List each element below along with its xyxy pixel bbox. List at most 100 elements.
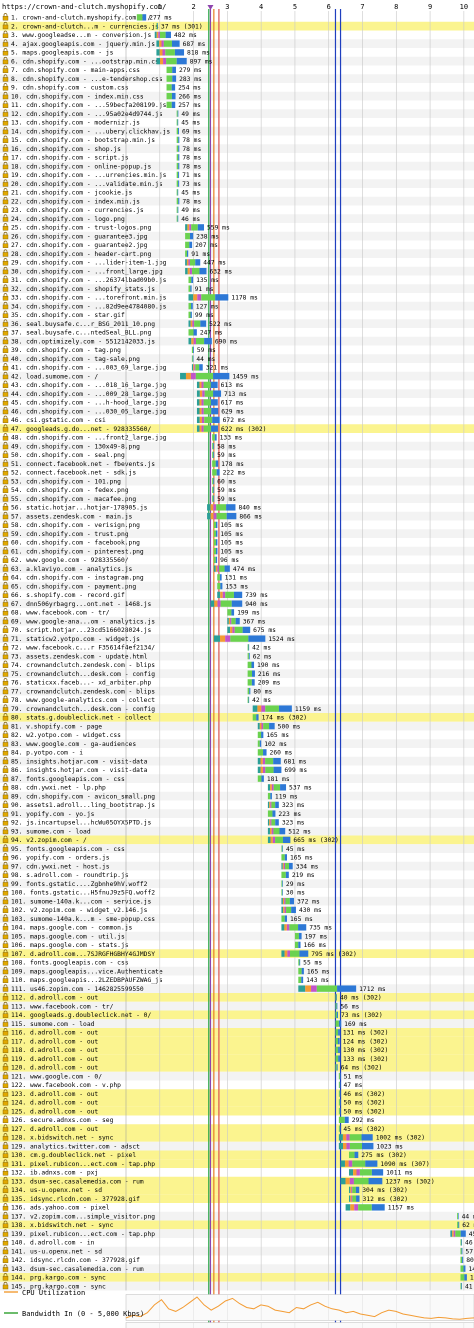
bar-time-label: 482 ms [174, 32, 197, 39]
dns-segment [345, 1204, 351, 1211]
lock-icon [2, 1203, 9, 1211]
lock-body [2, 1179, 9, 1185]
lock-icon [2, 520, 9, 528]
request-bar [191, 355, 194, 362]
dns-segment [257, 757, 261, 765]
lock-body [2, 1039, 9, 1045]
ssl-segment [213, 512, 217, 520]
request-label: 49. cdn.shopify.com - 130x49-8.png [11, 443, 140, 450]
bar-time-label: 372 ms [297, 898, 320, 905]
table-row [0, 1273, 474, 1282]
dns-segment [338, 1134, 343, 1141]
lock-icon [2, 214, 9, 222]
bar-time-label: 80 ms [253, 688, 272, 695]
wait-segment [257, 731, 262, 739]
request-label: 123. d.adroll.com - out [11, 1091, 98, 1098]
connect-segment [269, 801, 271, 809]
request-bar [156, 57, 187, 65]
bar-time-label: 44 ms [196, 356, 215, 363]
download-segment [251, 679, 255, 686]
lock-icon [2, 188, 9, 196]
download-segment [273, 757, 281, 765]
lock-icon [2, 293, 9, 301]
lock-body [2, 1188, 9, 1193]
lock-shackle [3, 1159, 8, 1163]
lock-body [2, 1013, 9, 1018]
bar-time-label: 96 ms [220, 557, 239, 564]
lock-shackle [3, 1115, 8, 1119]
bar-time-label: 323 ms [282, 802, 305, 809]
lock-icon [2, 1211, 9, 1220]
wait-segment [176, 127, 179, 135]
first-paint-marker [207, 5, 214, 10]
download-segment [339, 1099, 341, 1106]
lock-shackle [3, 468, 8, 472]
bar-time-label: 73 ms [182, 181, 201, 188]
wait-segment [273, 784, 281, 791]
request-bar [340, 1177, 383, 1185]
request-bar [460, 1265, 466, 1272]
lock-shackle [3, 144, 8, 148]
lock-icon [2, 1106, 9, 1115]
download-segment [356, 1195, 360, 1202]
connect-segment [199, 390, 203, 397]
connect-segment [342, 1134, 347, 1141]
lock-body [2, 1162, 9, 1167]
wait-segment [136, 14, 143, 21]
lock-shackle [3, 83, 8, 87]
table-row [0, 319, 474, 328]
request-bar [257, 775, 264, 782]
request-label: 139. pixel.rubicon...ect.com - tap.php [11, 1231, 155, 1238]
lock-shackle [3, 485, 8, 489]
request-label: 67. dnn506yrbagrg...ont.net - 1468.js [11, 601, 151, 608]
lock-shackle [3, 1238, 8, 1242]
request-bar [166, 75, 177, 82]
lock-icon [2, 844, 9, 852]
request-bar [457, 1212, 459, 1220]
table-row [0, 1185, 474, 1195]
wait-segment [335, 1037, 338, 1045]
bar-time-label: 1011 ms [386, 1170, 413, 1177]
lock-body [2, 261, 9, 266]
download-segment [338, 1020, 342, 1027]
wait-segment [335, 1020, 339, 1027]
wait-segment [203, 381, 211, 389]
bar-time-label: 632 ms [209, 268, 232, 275]
table-row [0, 713, 474, 722]
bar-time-label: 124 ms (302) [343, 1038, 389, 1045]
dns-segment [450, 1230, 453, 1237]
connect-segment [190, 320, 193, 327]
bar-time-label: 78 ms [182, 155, 201, 162]
lock-shackle [3, 1071, 8, 1075]
dns-segment [257, 722, 260, 730]
lock-body [2, 348, 9, 353]
request-bar [156, 22, 158, 30]
lock-body [2, 689, 9, 695]
table-row [0, 188, 474, 197]
download-segment [291, 906, 296, 914]
lock-body [2, 243, 9, 248]
lock-shackle [3, 1010, 8, 1014]
request-label: 17. cdn.shopify.com - script.js [11, 155, 129, 162]
download-segment [191, 302, 193, 310]
table-row [0, 205, 474, 215]
wait-segment [191, 267, 200, 275]
table-row [0, 1106, 474, 1116]
wait-segment [195, 364, 200, 371]
request-label: 89. cdn.shopify.com - avicon_small.png [11, 793, 155, 800]
lock-body [2, 908, 9, 913]
lock-body [2, 401, 9, 406]
request-bar [281, 854, 287, 861]
connect-segment [228, 617, 231, 625]
download-segment [298, 924, 307, 931]
table-row [0, 310, 474, 320]
lock-icon [2, 301, 9, 310]
lock-shackle [3, 231, 8, 235]
wait-segment [189, 259, 196, 266]
wait-segment [281, 871, 286, 879]
request-bar [338, 1116, 349, 1124]
tick-label: 1 [158, 3, 162, 11]
bar-time-label: 130 ms (302) [343, 1047, 389, 1054]
ssl-segment [286, 924, 290, 931]
